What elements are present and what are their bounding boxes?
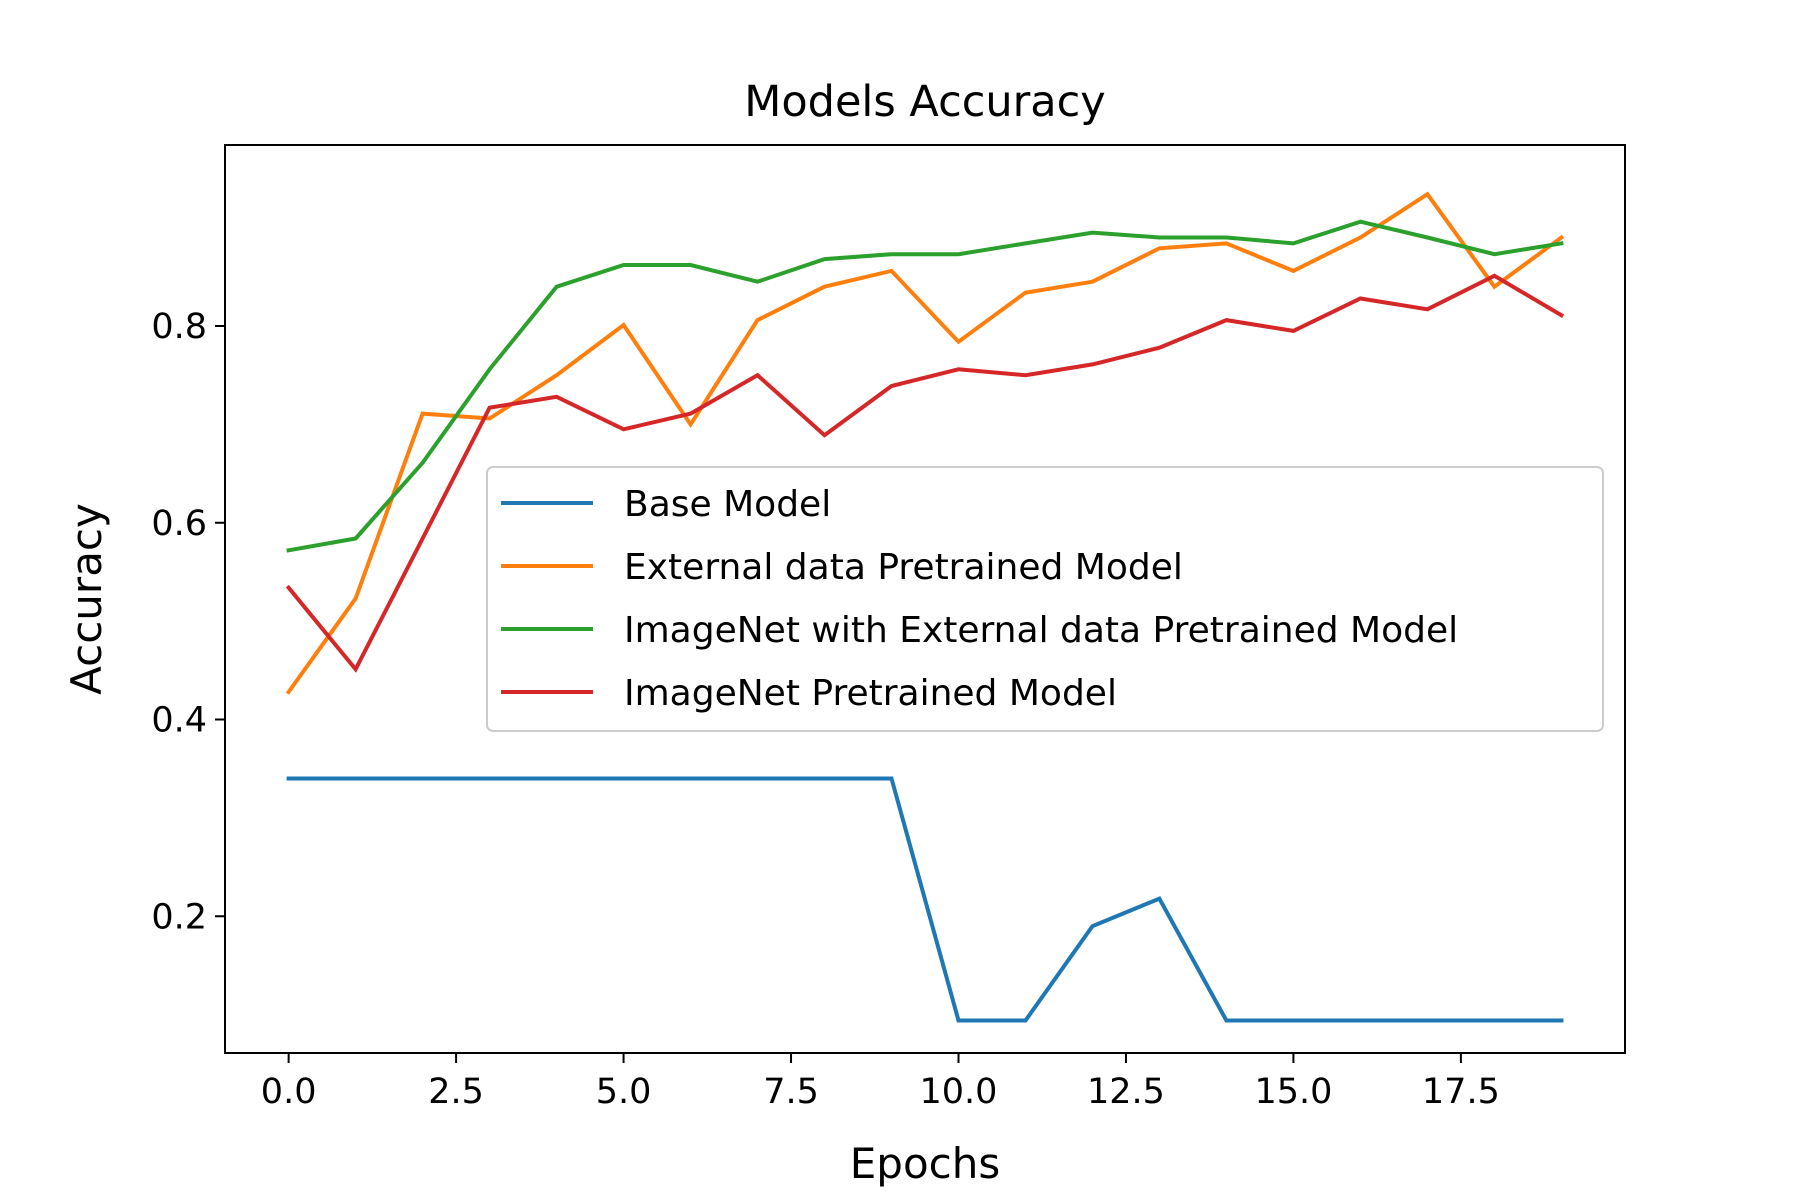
chart-title: Models Accuracy [744,77,1106,127]
y-tick-label: 0.8 [151,307,207,347]
legend-label-1: External data Pretrained Model [624,547,1183,588]
legend-box [486,466,1604,732]
series-line-1 [285,191,1565,695]
series-line-3 [285,273,1565,673]
series-line-0 [286,776,1564,1023]
x-tick-label: 7.5 [763,1072,819,1112]
series-layer [285,191,1565,1023]
x-axis: 0.0 2.5 5.0 7.5 10.0 12.5 15.0 17.5 [261,1053,1500,1112]
x-axis-label: Epochs [850,1139,1001,1188]
x-tick-label: 0.0 [261,1072,317,1112]
y-tick-label: 0.4 [151,701,207,741]
y-tick-label: 0.2 [151,897,207,937]
x-tick-label: 5.0 [596,1072,652,1112]
y-tick-label: 0.6 [151,504,207,544]
series-line-2 [286,219,1564,553]
y-axis-label: Accuracy [62,503,111,695]
y-axis: 0.2 0.4 0.6 0.8 [151,307,225,937]
x-tick-label: 17.5 [1422,1072,1500,1112]
legend-label-0: Base Model [624,484,831,525]
legend-label-2: ImageNet with External data Pretrained M… [624,610,1458,651]
x-tick-label: 15.0 [1254,1072,1332,1112]
x-tick-label: 10.0 [920,1072,998,1112]
legend: Base Model External data Pretrained Model… [486,466,1604,732]
legend-label-3: ImageNet Pretrained Model [624,673,1117,714]
x-tick-label: 12.5 [1087,1072,1165,1112]
x-tick-label: 2.5 [428,1072,484,1112]
